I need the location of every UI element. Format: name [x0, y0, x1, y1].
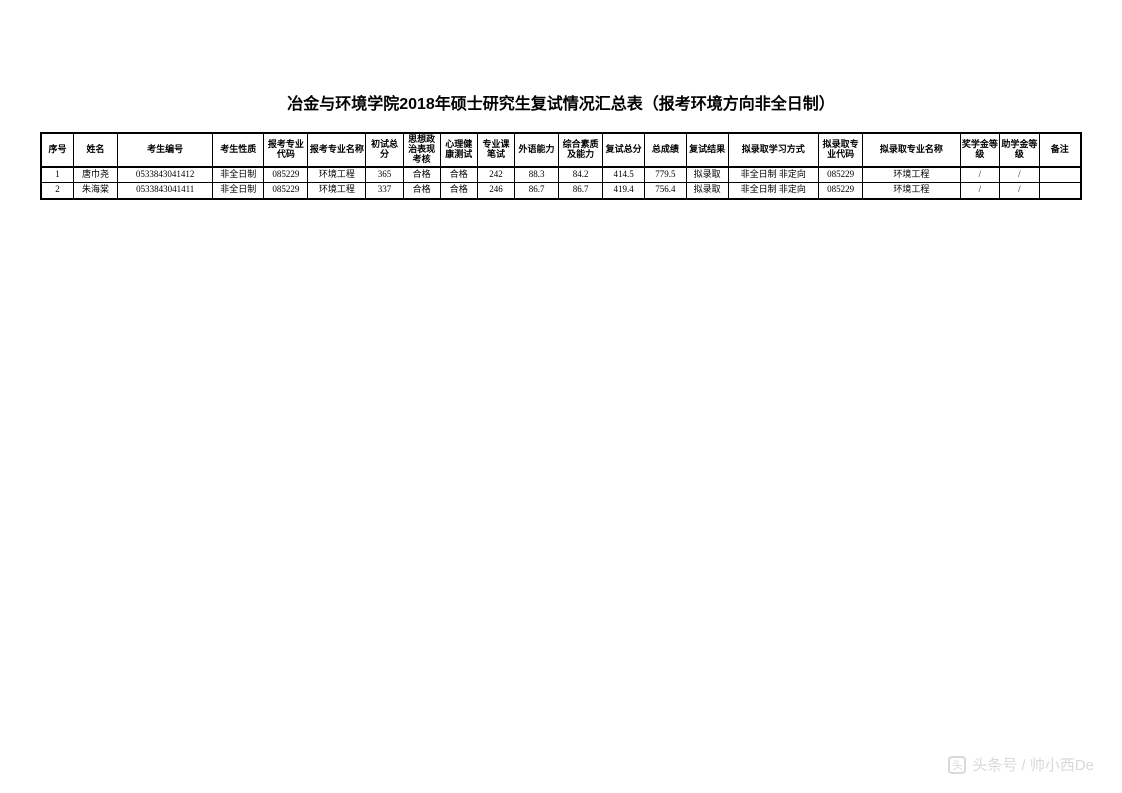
table-cell: /	[1000, 183, 1039, 199]
toutiao-icon: 头	[948, 756, 966, 774]
table-cell: 合格	[403, 183, 440, 199]
table-cell: /	[960, 183, 999, 199]
table-cell: 拟录取	[686, 183, 728, 199]
column-header: 助学金等级	[1000, 133, 1039, 167]
table-cell: 合格	[440, 167, 477, 183]
column-header: 总成绩	[644, 133, 686, 167]
column-header: 报考专业名称	[308, 133, 366, 167]
column-header: 综合素质及能力	[559, 133, 603, 167]
table-cell: 环境工程	[863, 183, 961, 199]
table-cell: 337	[366, 183, 403, 199]
table-cell: 84.2	[559, 167, 603, 183]
table-row: 2朱海棠0533843041411非全日制085229环境工程337合格合格24…	[41, 183, 1081, 199]
table-head: 序号姓名考生编号考生性质报考专业代码报考专业名称初试总分思想政治表现考核心理健康…	[41, 133, 1081, 167]
column-header: 拟录取学习方式	[728, 133, 819, 167]
table-cell: 085229	[819, 167, 863, 183]
table-cell: 0533843041411	[118, 183, 213, 199]
table-cell: 756.4	[644, 183, 686, 199]
table-cell: 365	[366, 167, 403, 183]
table-cell: 非全日制	[213, 183, 264, 199]
table-cell	[1039, 167, 1081, 183]
column-header: 报考专业代码	[264, 133, 308, 167]
table-cell: /	[960, 167, 999, 183]
column-header: 心理健康测试	[440, 133, 477, 167]
table-cell: 242	[477, 167, 514, 183]
page-title: 冶金与环境学院2018年硕士研究生复试情况汇总表（报考环境方向非全日制）	[40, 90, 1082, 114]
column-header: 备注	[1039, 133, 1081, 167]
column-header: 拟录取专业代码	[819, 133, 863, 167]
table-cell: 唐巾尧	[74, 167, 118, 183]
column-header: 专业课笔试	[477, 133, 514, 167]
table-cell: /	[1000, 167, 1039, 183]
table-cell: 86.7	[559, 183, 603, 199]
column-header: 奖学金等级	[960, 133, 999, 167]
table-cell: 环境工程	[308, 183, 366, 199]
column-header: 初试总分	[366, 133, 403, 167]
table-cell: 085229	[264, 167, 308, 183]
table-cell: 拟录取	[686, 167, 728, 183]
table-cell: 414.5	[603, 167, 645, 183]
column-header: 考生性质	[213, 133, 264, 167]
table-cell	[1039, 183, 1081, 199]
column-header: 思想政治表现考核	[403, 133, 440, 167]
table-cell: 085229	[819, 183, 863, 199]
table-cell: 朱海棠	[74, 183, 118, 199]
table-body: 1唐巾尧0533843041412非全日制085229环境工程365合格合格24…	[41, 167, 1081, 199]
column-header: 复试结果	[686, 133, 728, 167]
table-cell: 合格	[403, 167, 440, 183]
table-row: 1唐巾尧0533843041412非全日制085229环境工程365合格合格24…	[41, 167, 1081, 183]
column-header: 拟录取专业名称	[863, 133, 961, 167]
table-cell: 085229	[264, 183, 308, 199]
results-table: 序号姓名考生编号考生性质报考专业代码报考专业名称初试总分思想政治表现考核心理健康…	[40, 132, 1082, 200]
column-header: 复试总分	[603, 133, 645, 167]
table-cell: 合格	[440, 183, 477, 199]
table-cell: 非全日制 非定向	[728, 183, 819, 199]
column-header: 考生编号	[118, 133, 213, 167]
document-page: 冶金与环境学院2018年硕士研究生复试情况汇总表（报考环境方向非全日制） 序号姓…	[0, 0, 1122, 200]
table-cell: 环境工程	[308, 167, 366, 183]
table-cell: 88.3	[515, 167, 559, 183]
table-cell: 86.7	[515, 183, 559, 199]
column-header: 序号	[41, 133, 74, 167]
table-header-row: 序号姓名考生编号考生性质报考专业代码报考专业名称初试总分思想政治表现考核心理健康…	[41, 133, 1081, 167]
column-header: 姓名	[74, 133, 118, 167]
table-cell: 2	[41, 183, 74, 199]
table-cell: 779.5	[644, 167, 686, 183]
table-cell: 419.4	[603, 183, 645, 199]
table-cell: 0533843041412	[118, 167, 213, 183]
table-cell: 246	[477, 183, 514, 199]
column-header: 外语能力	[515, 133, 559, 167]
watermark-text: 头条号 / 帅小西De	[972, 754, 1094, 775]
table-cell: 环境工程	[863, 167, 961, 183]
table-cell: 非全日制 非定向	[728, 167, 819, 183]
table-cell: 1	[41, 167, 74, 183]
watermark: 头 头条号 / 帅小西De	[948, 754, 1094, 775]
table-cell: 非全日制	[213, 167, 264, 183]
